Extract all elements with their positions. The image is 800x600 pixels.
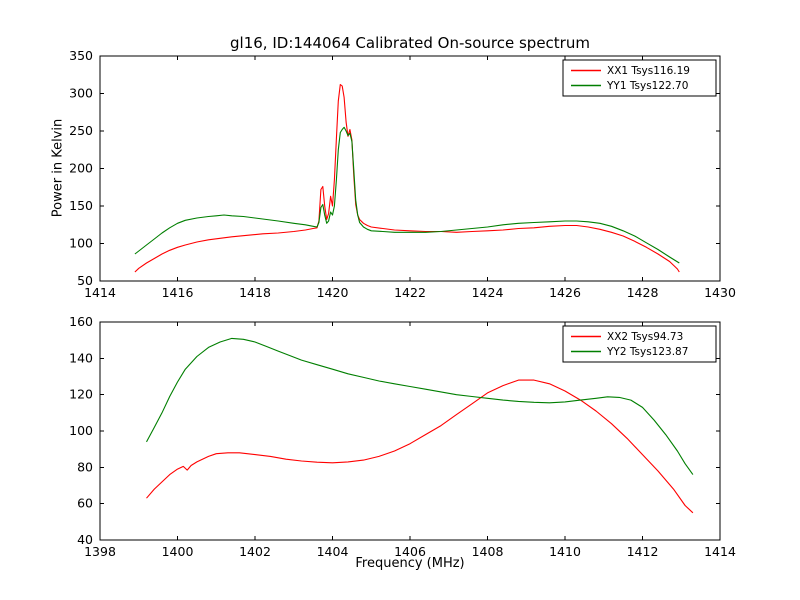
legend-label: XX2 Tsys94.73 bbox=[607, 331, 683, 343]
y-tick-label: 100 bbox=[69, 423, 93, 438]
x-tick-label: 1422 bbox=[394, 285, 426, 300]
legend-box bbox=[562, 325, 717, 363]
y-axis-label: Power in Kelvin bbox=[50, 118, 66, 218]
y-tick-label: 100 bbox=[69, 236, 93, 251]
y-tick-label: 140 bbox=[69, 350, 93, 365]
top-spectrum: 1414 1416 1418 1420 1422 1424 1426 1428 1430 50 10… bbox=[69, 48, 736, 300]
chart-title: gl16, ID:144064 Calibrated On-source spe… bbox=[230, 34, 590, 52]
bottom-spectrum: 1398 1400 1402 1404 1406 1408 1410 1412 1414 40 60… bbox=[69, 314, 736, 559]
x-tick-label: 1410 bbox=[549, 544, 581, 559]
y-tick-label: 40 bbox=[77, 532, 93, 547]
x-tick-label: 1414 bbox=[704, 544, 736, 559]
series-line bbox=[146, 379, 694, 514]
x-tick-label: 1426 bbox=[549, 285, 581, 300]
legend-label: XX1 Tsys116.19 bbox=[607, 65, 690, 77]
y-tick-label: 250 bbox=[69, 123, 93, 138]
x-tick-label: 1412 bbox=[627, 544, 659, 559]
x-tick-label: 1408 bbox=[472, 544, 504, 559]
x-tick-label: 1398 bbox=[84, 544, 116, 559]
y-tick-label: 200 bbox=[69, 161, 93, 176]
x-tick-label: 1402 bbox=[239, 544, 271, 559]
x-tick-label: 1406 bbox=[394, 544, 426, 559]
y-tick-label: 300 bbox=[69, 86, 93, 101]
x-tick-label: 1414 bbox=[84, 285, 116, 300]
x-tick-label: 1420 bbox=[317, 285, 349, 300]
x-tick-label: 1430 bbox=[704, 285, 736, 300]
y-tick-label: 350 bbox=[69, 48, 93, 63]
x-tick-label: 1400 bbox=[162, 544, 194, 559]
series-line bbox=[134, 83, 680, 273]
y-tick-label: 50 bbox=[77, 273, 93, 288]
y-tick-label: 160 bbox=[69, 314, 93, 329]
x-tick-label: 1404 bbox=[317, 544, 349, 559]
x-tick-label: 1418 bbox=[239, 285, 271, 300]
x-tick-label: 1424 bbox=[472, 285, 504, 300]
legend-label: YY2 Tsys123.87 bbox=[606, 346, 688, 358]
y-tick-label: 60 bbox=[77, 496, 93, 511]
legend-box bbox=[562, 59, 717, 97]
legend-label: YY1 Tsys122.70 bbox=[606, 80, 688, 92]
y-tick-label: 80 bbox=[77, 459, 93, 474]
y-tick-label: 120 bbox=[69, 387, 93, 402]
x-tick-label: 1428 bbox=[627, 285, 659, 300]
series-line bbox=[146, 337, 694, 475]
y-tick-label: 150 bbox=[69, 198, 93, 213]
x-tick-label: 1416 bbox=[162, 285, 194, 300]
x-axis-label: Frequency (MHz) bbox=[355, 556, 465, 571]
series-line bbox=[134, 126, 680, 264]
